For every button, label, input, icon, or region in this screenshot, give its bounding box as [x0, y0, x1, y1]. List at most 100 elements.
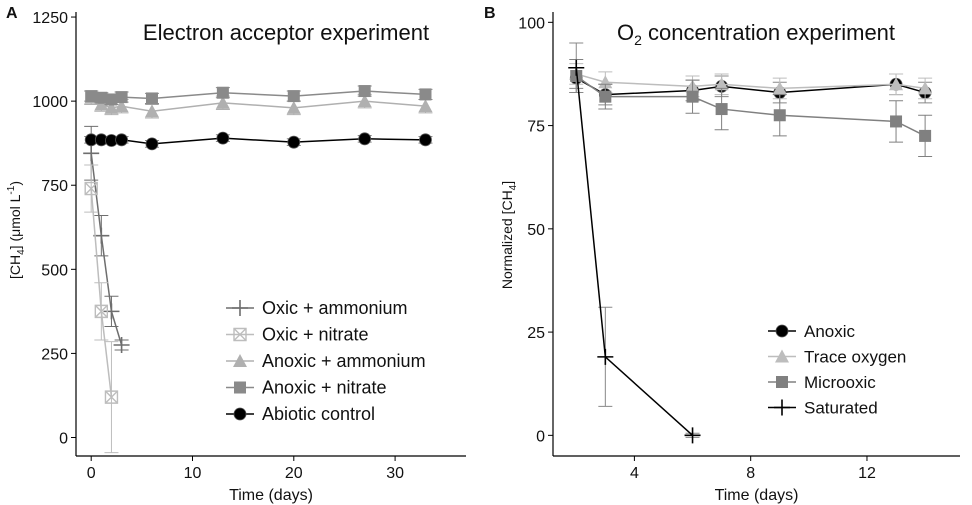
data-point	[419, 88, 432, 101]
legend-item: Trace oxygen	[768, 348, 906, 367]
panel-label: A	[6, 5, 18, 22]
data-point	[419, 133, 432, 147]
data-point	[287, 90, 300, 103]
legend-label: Saturated	[804, 399, 878, 418]
data-point	[599, 90, 612, 103]
series-line	[91, 90, 426, 101]
y-label-text: [CH	[7, 255, 23, 279]
x-axis-label: Time (days)	[715, 487, 799, 504]
data-point	[145, 137, 159, 151]
series-line	[90, 97, 426, 112]
legend-item: Oxic + ammonium	[226, 298, 408, 318]
legend-label: Anoxic	[804, 322, 856, 341]
panel-a: A 0 250 500 750 1000 1250 0 10 20 30 Time (days) [CH…	[6, 5, 466, 504]
y-tick-label: 250	[41, 346, 68, 363]
y-tick-label: 0	[59, 431, 68, 448]
series-line	[91, 137, 426, 145]
series-oxic-ammonium	[83, 125, 130, 353]
y-tick-label: 1000	[32, 94, 68, 111]
data-point	[889, 77, 904, 91]
data-point	[115, 133, 128, 147]
y-label-text: Normalized [CH	[499, 190, 515, 289]
y-axis-label: [CH4] (μmol L-1)	[6, 181, 27, 279]
data-point	[145, 92, 158, 105]
y-label-text: ] (μmol L	[7, 194, 23, 249]
series-abiotic-control	[84, 131, 433, 151]
legend-label: Oxic + ammonium	[262, 298, 408, 318]
legend-marker	[232, 300, 248, 316]
data-point	[358, 132, 372, 146]
data-point	[93, 227, 110, 244]
y-label-superscript: -1	[6, 185, 17, 194]
y-label-subscript: 4	[508, 184, 519, 190]
data-point	[84, 181, 98, 196]
data-point	[105, 93, 118, 106]
chart-title: Electron acceptor experiment	[143, 20, 429, 45]
legend-marker	[233, 327, 247, 342]
data-point	[83, 145, 100, 162]
data-point	[772, 81, 787, 95]
data-point	[115, 91, 128, 104]
y-tick-label: 500	[41, 262, 68, 279]
data-point	[286, 100, 301, 114]
y-tick-label: 25	[527, 325, 545, 342]
y-tick-label: 1250	[32, 10, 68, 27]
series-microoxic	[569, 58, 933, 158]
legend-marker	[774, 399, 790, 416]
legend-item: Anoxic + ammonium	[226, 351, 426, 371]
legend-label: Oxic + nitrate	[262, 325, 369, 345]
data-point	[216, 86, 229, 99]
data-point	[598, 75, 613, 89]
y-tick-label: 75	[527, 119, 545, 136]
series-oxic-nitrate	[84, 164, 119, 454]
data-point	[568, 59, 585, 76]
y-tick-label: 0	[536, 428, 545, 445]
legend-label: Anoxic + ammonium	[262, 351, 426, 371]
x-tick-label: 30	[386, 465, 404, 482]
y-tick-label: 750	[41, 178, 68, 195]
title-subscript: 2	[634, 32, 642, 48]
x-tick-label: 20	[285, 465, 303, 482]
legend-marker	[233, 354, 247, 367]
x-tick-label: 0	[87, 465, 96, 482]
legend-marker	[233, 407, 247, 421]
data-point	[418, 99, 433, 113]
legend-item: Abiotic control	[226, 404, 375, 424]
legend-label: Trace oxygen	[804, 348, 906, 367]
legend-item: Anoxic	[768, 322, 856, 341]
y-axis-label: Normalized [CH4]	[499, 181, 519, 289]
legend-marker	[775, 349, 789, 363]
data-point	[113, 337, 130, 353]
data-point	[357, 94, 372, 108]
x-tick-label: 4	[630, 465, 639, 482]
x-tick-label: 12	[858, 465, 876, 482]
data-point	[104, 390, 119, 404]
x-tick-label: 8	[746, 465, 755, 482]
panel-b: B 0 25 50 75 100 4 8 12 Time (days) Normalized [CH…	[484, 5, 960, 504]
data-point	[918, 81, 933, 95]
data-point	[104, 100, 119, 114]
data-point	[216, 131, 230, 145]
data-point	[94, 304, 109, 319]
legend-marker	[234, 381, 246, 394]
legend-item: Anoxic + nitrate	[226, 378, 387, 398]
legend-item: Microoxic	[768, 373, 876, 392]
data-point	[103, 303, 120, 320]
x-axis-label: Time (days)	[229, 487, 313, 504]
data-point	[714, 77, 729, 91]
legend-item: Oxic + nitrate	[226, 325, 369, 345]
legend: Oxic + ammonium Oxic + nitrate Anoxic + am…	[226, 298, 426, 424]
legend-label: Anoxic + nitrate	[262, 378, 387, 398]
legend-marker	[776, 376, 788, 388]
x-tick-label: 10	[184, 465, 202, 482]
data-point	[358, 85, 371, 98]
panel-label: B	[484, 5, 496, 22]
data-point	[95, 91, 108, 104]
data-point	[919, 129, 932, 142]
y-tick-label: 100	[518, 15, 545, 32]
data-point	[890, 115, 903, 128]
data-point	[114, 99, 129, 113]
title-text: concentration experiment	[642, 20, 895, 45]
y-label-text: ]	[499, 181, 515, 185]
